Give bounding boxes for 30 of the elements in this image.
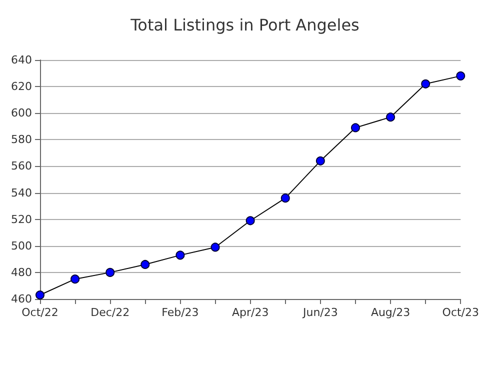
point [386,112,396,122]
y-tick-label: 460 [11,292,32,306]
x-tick-label: Feb/23 [162,306,199,319]
point [70,274,80,284]
y-tick-label: 500 [11,239,32,252]
y-tick-label: 600 [11,106,32,120]
y-tick-label: 640 [11,54,32,66]
y-tick-label: 520 [11,212,32,226]
point [316,156,325,166]
point [280,194,290,203]
point [140,260,150,269]
x-tick-label: Apr/23 [232,306,269,319]
x-tick-label: Aug/23 [370,306,410,319]
x-tick-label: Oct/23 [442,306,480,319]
y-tick-label: 540 [11,186,32,200]
point [210,242,220,252]
x-tick-label: Jun/23 [302,306,338,319]
point [350,123,360,132]
y-tick-label: 480 [11,266,32,279]
point [176,250,185,260]
point [421,79,430,88]
x-tick-label: Oct/22 [22,306,58,319]
x-tick-label: Dec/22 [90,306,130,319]
point [246,216,255,226]
y-tick-label: 580 [11,133,32,146]
point [106,268,115,277]
chart-title: Total Listings in Port Angeles [130,16,360,34]
y-tick-label: 560 [11,160,32,173]
point [456,71,466,80]
y-tick-label: 620 [11,80,32,94]
